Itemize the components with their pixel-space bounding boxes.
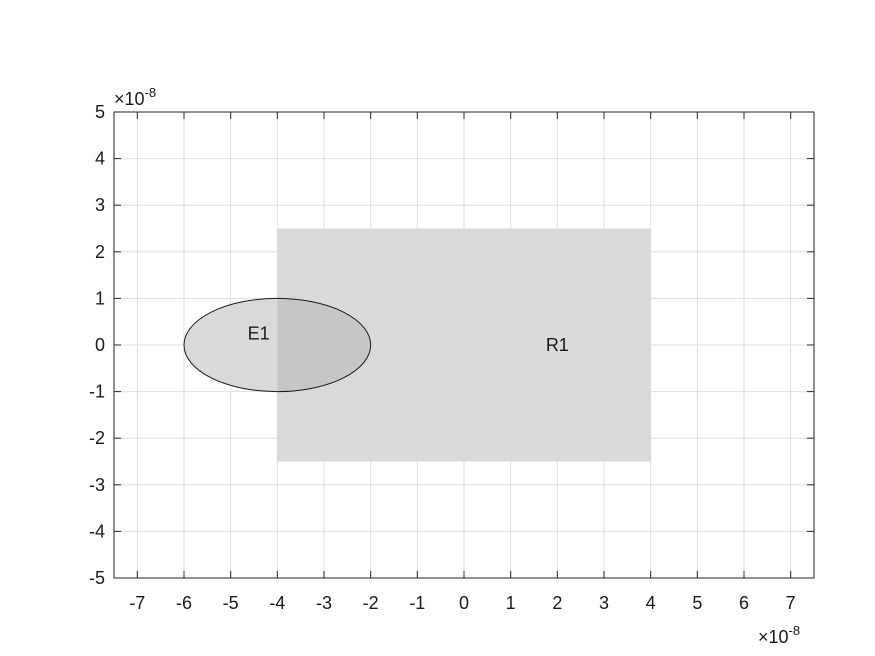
y-tick-label: -2 (89, 428, 105, 448)
y-tick-label: 4 (95, 149, 105, 169)
y-tick-label: 1 (95, 288, 105, 308)
y-tick-label: 0 (95, 335, 105, 355)
y-tick-label: 3 (95, 195, 105, 215)
x-tick-label: 0 (459, 593, 469, 613)
x-tick-label: 1 (506, 593, 516, 613)
x-tick-label: 7 (786, 593, 796, 613)
y-tick-label: -5 (89, 568, 105, 588)
shape-label-r1: R1 (546, 335, 569, 355)
y-tick-label: -4 (89, 521, 105, 541)
x-tick-label: -5 (223, 593, 239, 613)
x-tick-label: 5 (692, 593, 702, 613)
x-tick-label: -2 (363, 593, 379, 613)
x-tick-label: -4 (269, 593, 285, 613)
x-tick-label: 2 (552, 593, 562, 613)
y-tick-label: 5 (95, 102, 105, 122)
shape-label-e1: E1 (248, 323, 270, 343)
x-tick-label: 3 (599, 593, 609, 613)
y-tick-label: -1 (89, 382, 105, 402)
x-tick-label: -7 (129, 593, 145, 613)
x-tick-label: -1 (409, 593, 425, 613)
axis-ticks: -7 -6 -5 -4 -3 -2 -1 0 1 2 3 4 5 6 7 -5 -4 -3 -2 -1 0 1 2 3 4 5 (89, 102, 814, 613)
ellipse-e1-outline (183, 297, 372, 393)
y-tick-label: 2 (95, 242, 105, 262)
x-exponent-label: ×10-8 (758, 623, 800, 647)
ellipse-r1-overlap (277, 298, 371, 392)
x-tick-label: -3 (316, 593, 332, 613)
x-tick-label: -6 (176, 593, 192, 613)
shape-labels: R1 E1 (248, 323, 569, 355)
grid (114, 111, 814, 579)
x-tick-label: 4 (646, 593, 656, 613)
x-tick-label: 6 (739, 593, 749, 613)
y-exponent-label: ×10-8 (114, 85, 156, 109)
y-tick-label: -3 (89, 475, 105, 495)
